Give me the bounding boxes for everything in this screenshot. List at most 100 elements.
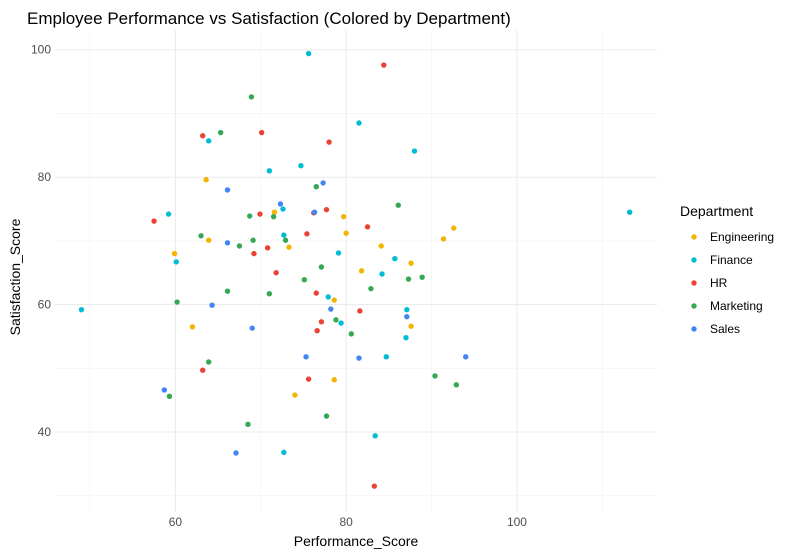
point-marketing (270, 213, 277, 220)
point-finance (298, 162, 304, 169)
legend-label: Engineering (710, 230, 774, 244)
point-marketing (453, 382, 460, 388)
point-hr (151, 218, 157, 224)
point-marketing (250, 237, 256, 243)
point-hr (313, 290, 319, 296)
point-sales (328, 306, 334, 312)
point-finance (338, 320, 344, 326)
point-finance (404, 306, 410, 313)
y-axis-label: Satisfaction_Score (7, 218, 23, 335)
point-hr (364, 224, 371, 230)
y-tick-label: 80 (38, 170, 52, 184)
y-tick-label: 100 (31, 43, 51, 57)
point-sales (233, 450, 239, 456)
legend-label: Marketing (710, 299, 763, 313)
point-finance (325, 294, 331, 300)
point-engineering (358, 268, 365, 274)
point-finance (383, 354, 390, 360)
legend-key-marketing (691, 303, 697, 309)
x-tick-label: 100 (507, 515, 527, 529)
point-marketing (405, 276, 412, 282)
point-sales (356, 355, 362, 361)
point-hr (200, 367, 206, 373)
point-engineering (440, 236, 447, 242)
point-engineering (206, 237, 212, 243)
point-finance (281, 232, 287, 238)
point-marketing (395, 202, 401, 208)
point-finance (356, 120, 362, 126)
point-engineering (340, 213, 347, 220)
x-axis-label: Performance_Score (294, 533, 419, 549)
point-finance (411, 148, 418, 154)
legend-key-sales (691, 326, 697, 332)
point-finance (280, 206, 286, 212)
points (78, 50, 633, 489)
point-finance (165, 211, 172, 217)
x-tick-label: 60 (169, 515, 183, 529)
point-sales (277, 201, 284, 207)
point-hr (318, 319, 325, 325)
point-finance (392, 256, 398, 262)
point-marketing (245, 421, 251, 428)
point-marketing (318, 264, 325, 270)
point-hr (264, 245, 271, 251)
point-finance (206, 138, 212, 144)
point-sales (224, 240, 231, 246)
point-engineering (271, 209, 278, 215)
point-hr (257, 211, 263, 217)
x-tick-label: 80 (340, 515, 354, 529)
point-engineering (451, 225, 457, 231)
legend-label: Sales (710, 322, 740, 336)
point-sales (404, 313, 410, 320)
point-marketing (419, 274, 425, 280)
point-marketing (432, 373, 438, 379)
point-hr (273, 270, 279, 276)
point-hr (200, 133, 206, 139)
point-sales (303, 354, 309, 360)
point-marketing (323, 413, 330, 419)
point-marketing (301, 277, 308, 283)
legend-key-finance (691, 257, 697, 263)
y-axis-ticks: 40 60 80 100 (31, 43, 51, 439)
point-hr (323, 206, 330, 213)
point-sales (311, 209, 318, 215)
legend-title: Department (680, 203, 753, 219)
point-finance (335, 250, 342, 256)
point-hr (371, 483, 378, 489)
point-engineering (343, 230, 349, 236)
point-finance (266, 168, 273, 174)
point-marketing (166, 393, 173, 400)
point-sales (161, 387, 167, 393)
point-sales (320, 180, 326, 186)
x-axis-ticks: 60 80 100 (169, 515, 528, 529)
point-finance (173, 259, 179, 265)
point-engineering (286, 244, 292, 250)
point-engineering (331, 377, 337, 383)
point-engineering (203, 177, 209, 183)
point-finance (379, 271, 385, 277)
point-hr (258, 129, 265, 136)
point-engineering (378, 243, 384, 249)
point-finance (372, 433, 378, 439)
legend-key-engineering (691, 234, 697, 240)
point-hr (304, 231, 310, 237)
point-marketing (333, 317, 339, 323)
point-marketing (198, 233, 204, 239)
point-engineering (408, 260, 414, 266)
point-finance (281, 449, 287, 456)
point-hr (357, 308, 363, 314)
point-sales (249, 325, 255, 331)
y-tick-label: 40 (38, 425, 52, 439)
point-marketing (313, 184, 319, 190)
legend-label: Finance (710, 253, 753, 267)
point-marketing (246, 213, 253, 219)
point-marketing (174, 299, 180, 305)
point-marketing (282, 237, 289, 243)
point-marketing (206, 359, 212, 365)
point-engineering (189, 324, 196, 330)
point-engineering (331, 297, 337, 303)
point-marketing (248, 94, 255, 100)
grid (55, 30, 657, 512)
point-marketing (266, 291, 273, 297)
